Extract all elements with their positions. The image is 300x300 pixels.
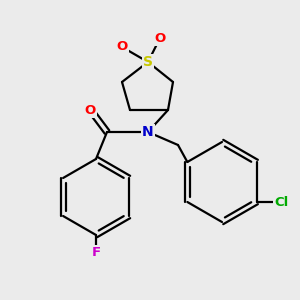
Text: O: O [116,40,128,53]
Text: N: N [142,125,154,139]
Text: S: S [143,55,153,69]
Text: Cl: Cl [274,196,289,208]
Text: O: O [154,32,166,44]
Text: O: O [84,103,96,116]
Text: F: F [92,247,100,260]
